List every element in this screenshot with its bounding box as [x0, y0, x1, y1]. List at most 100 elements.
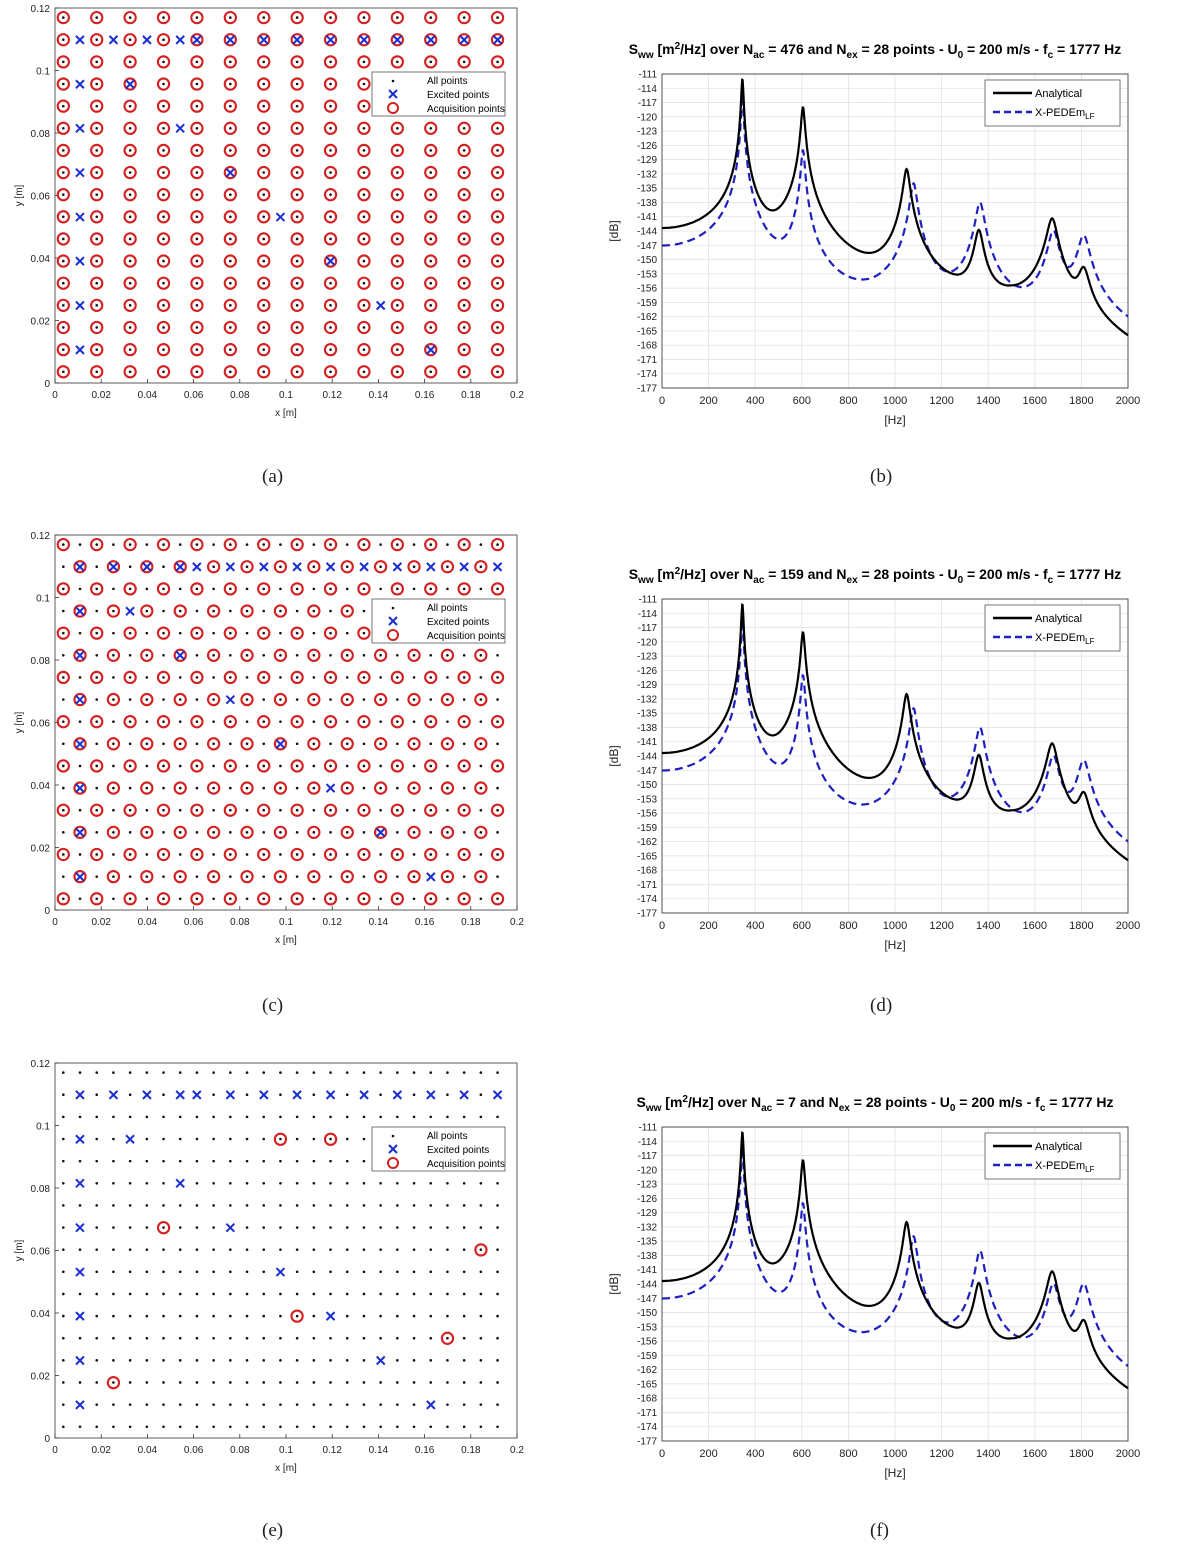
all-point-dot	[229, 1292, 232, 1296]
acquisition-point	[457, 210, 471, 224]
acquisition-point	[407, 825, 421, 839]
legend-xpedem-label: X-PEDEmLF	[1035, 107, 1095, 121]
all-point-dot	[329, 16, 332, 19]
all-point-dot	[295, 126, 299, 130]
all-point-dot	[496, 259, 499, 263]
all-point-dot	[128, 808, 132, 812]
acquisition-point	[290, 537, 304, 552]
all-point-dot	[379, 853, 382, 856]
all-point-dot	[145, 1314, 149, 1318]
all-point-dot	[379, 1270, 382, 1274]
all-point-dot	[345, 897, 349, 901]
acquisition-point	[490, 342, 505, 357]
all-point-dot	[128, 543, 132, 546]
all-point-dot	[429, 1115, 433, 1119]
excited-point-stroke	[426, 562, 436, 572]
all-point-dot	[262, 897, 266, 901]
excited-point-stroke	[108, 35, 119, 45]
all-point-dot	[95, 326, 99, 329]
all-point-dot	[345, 1248, 349, 1251]
all-point-dot	[462, 348, 466, 351]
acquisition-point	[490, 165, 505, 180]
all-point-dot	[128, 786, 132, 790]
all-point-dot	[95, 676, 99, 679]
all-point-dot	[295, 1181, 299, 1185]
acquisition-point	[457, 365, 471, 379]
all-point-dot	[145, 1226, 149, 1229]
all-point-dot	[329, 149, 332, 152]
all-point-dot	[162, 565, 165, 569]
all-point-dot	[412, 875, 416, 878]
acquisition-point	[123, 276, 137, 290]
all-point-dot	[262, 742, 266, 746]
all-point-dot	[95, 587, 99, 591]
all-point-dot	[329, 1403, 332, 1406]
excited-point-stroke	[225, 562, 236, 572]
all-point-dot	[95, 1381, 99, 1384]
all-point-dot	[429, 126, 433, 130]
all-point-dot	[262, 1314, 266, 1318]
acquisition-point	[323, 892, 338, 906]
y-tick-label: 0.02	[31, 844, 51, 855]
all-point-dot	[362, 304, 366, 307]
all-point-dot	[295, 1336, 299, 1340]
all-point-dot	[496, 60, 499, 64]
all-point-dot	[446, 875, 449, 878]
all-point-dot	[95, 1071, 99, 1074]
all-point-dot	[78, 543, 82, 546]
all-point-dot	[396, 808, 399, 812]
acquisition-point	[140, 825, 154, 839]
acquisition-point	[106, 560, 121, 574]
all-point-dot	[245, 1425, 249, 1429]
all-point-dot	[229, 1181, 232, 1185]
y-tick-label: -117	[638, 623, 658, 634]
all-point-dot	[279, 1425, 282, 1429]
all-point-dot	[112, 609, 115, 613]
acquisition-point	[290, 342, 304, 357]
x-tick-label: 1800	[1069, 920, 1093, 932]
all-point-dot	[295, 786, 299, 790]
acquisition-point	[223, 670, 237, 685]
all-point-dot	[262, 1292, 266, 1296]
all-point-dot	[112, 875, 115, 878]
excited-point-stroke	[426, 345, 436, 355]
all-point-dot	[145, 1115, 149, 1119]
all-point-dot	[362, 1381, 366, 1384]
all-point-dot	[62, 60, 65, 64]
all-point-dot	[412, 1359, 416, 1362]
all-point-dot	[329, 370, 332, 374]
all-point-dot	[212, 808, 215, 812]
chart-title-part: = 200 m/s - f	[963, 41, 1048, 57]
all-point-dot	[362, 171, 366, 174]
all-point-dot	[178, 764, 182, 768]
acquisition-point	[240, 737, 254, 751]
acquisition-point	[407, 560, 421, 574]
x-tick-label: 400	[746, 1448, 764, 1460]
all-point-dot	[229, 676, 232, 679]
all-point-dot	[195, 1181, 199, 1185]
all-point-dot	[412, 1403, 416, 1406]
acquisition-point	[156, 320, 171, 335]
all-point-dot	[112, 631, 115, 635]
chart-title-part: = 1777 Hz	[1053, 41, 1121, 57]
all-point-dot	[62, 720, 65, 723]
all-point-dot	[329, 1181, 332, 1185]
all-point-dot	[446, 742, 449, 746]
acquisition-point	[424, 537, 438, 552]
acquisition-point	[190, 365, 204, 379]
excited-point-stroke	[75, 783, 85, 793]
chart-title-part: c	[1040, 1103, 1046, 1114]
all-point-dot	[362, 60, 366, 64]
acquisition-point	[156, 342, 171, 357]
all-point-dot	[145, 831, 149, 834]
all-point-dot	[462, 698, 466, 701]
acquisition-point	[424, 121, 438, 135]
acquisition-point	[56, 188, 70, 202]
all-point-dot	[396, 1359, 399, 1362]
all-point-dot	[479, 1359, 483, 1362]
chart-title-part: ww	[645, 1103, 662, 1114]
y-tick-label: -120	[637, 1165, 657, 1176]
all-point-dot	[496, 1248, 499, 1251]
all-point-dot	[396, 853, 399, 856]
excited-point-stroke	[492, 562, 503, 572]
